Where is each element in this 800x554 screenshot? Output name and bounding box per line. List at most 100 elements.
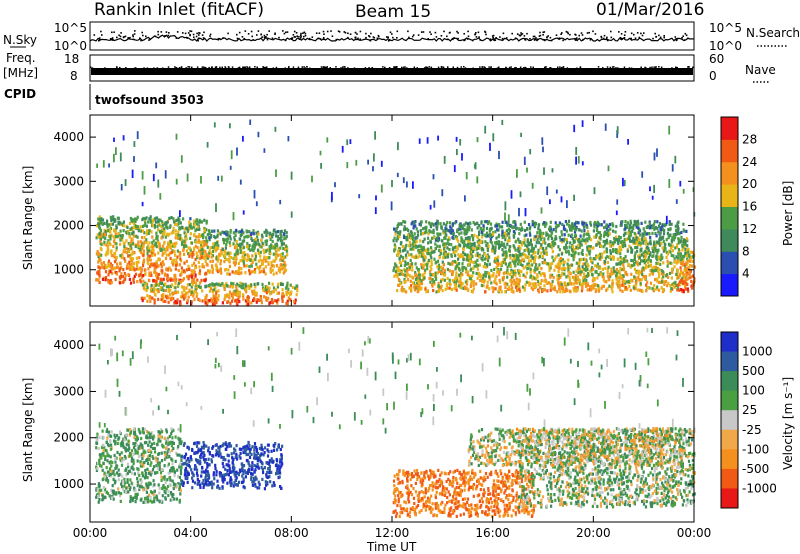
echo-cell	[510, 283, 513, 287]
echo-cell	[447, 229, 450, 233]
echo-cell	[140, 236, 144, 240]
echo-cell	[551, 273, 554, 277]
echo-cell	[505, 234, 508, 238]
echo-cell	[199, 251, 202, 255]
echo-cell	[142, 279, 145, 283]
echo-cell	[548, 265, 551, 269]
echo-cell	[686, 239, 689, 243]
echo-cell	[163, 232, 166, 236]
echo-cell	[213, 302, 216, 306]
echo-cell	[691, 281, 694, 285]
noise-search-point	[494, 39, 497, 42]
echo-cell	[213, 300, 216, 304]
echo-cell	[461, 282, 464, 286]
echo-cell	[489, 275, 492, 279]
echo-cell	[482, 228, 485, 232]
echo-cell	[485, 231, 489, 235]
cpid-program: twofsound 3503	[95, 93, 204, 107]
echo-cell	[462, 258, 465, 262]
echo-cell	[634, 245, 637, 250]
noise-search-point	[630, 37, 632, 40]
freq-point	[460, 66, 462, 68]
echo-cell	[646, 242, 649, 246]
noise-right-tick-top: 10^5	[709, 21, 742, 35]
echo-cell	[223, 231, 226, 235]
echo-cell	[281, 288, 284, 292]
echo-cell	[568, 289, 571, 293]
noise-search-point	[326, 30, 329, 33]
echo-cell	[437, 239, 440, 243]
echo-cell	[523, 288, 526, 292]
echo-cell	[687, 259, 690, 263]
echo-cell	[543, 273, 546, 277]
echo-cell	[225, 237, 228, 241]
echo-cell	[246, 297, 249, 301]
freq-point	[447, 67, 449, 69]
echo-cell	[416, 279, 420, 283]
echo-cell	[122, 268, 125, 272]
echo-cell	[461, 226, 464, 231]
echo-cell	[454, 221, 457, 225]
echo-cell	[150, 230, 153, 234]
echo-cell	[167, 287, 171, 291]
echo-cell	[586, 229, 590, 234]
freq-point	[530, 66, 532, 68]
echo-cell	[556, 290, 559, 294]
echo-cell	[529, 249, 532, 253]
echo-cell	[234, 298, 238, 302]
echo-cell	[453, 246, 456, 250]
echo-cell	[279, 256, 283, 260]
echo-cell	[187, 264, 190, 268]
echo-cell	[126, 262, 129, 266]
echo-cell	[670, 276, 673, 280]
echo-cell	[175, 241, 178, 245]
echo-cell	[204, 252, 207, 257]
echo-cell	[221, 230, 224, 234]
echo-cell	[250, 231, 253, 235]
echo-cell	[205, 236, 208, 240]
echo-cell	[522, 273, 525, 277]
echo-cell	[585, 281, 588, 285]
echo-cell	[432, 273, 435, 277]
echo-cell	[599, 266, 602, 270]
echo-cell	[596, 224, 599, 228]
echo-cell	[669, 233, 672, 237]
freq-point	[442, 66, 445, 68]
echo-cell	[509, 279, 512, 283]
echo-cell	[484, 290, 487, 294]
noise-search-point	[286, 31, 289, 33]
echo-cell	[226, 237, 230, 241]
echo-cell	[205, 272, 208, 276]
echo-cell	[149, 264, 152, 269]
echo-cell	[430, 222, 433, 226]
noise-search-point	[621, 38, 623, 40]
echo-cell	[563, 233, 566, 237]
echo-cell	[647, 257, 650, 262]
echo-cell	[624, 287, 627, 292]
echo-cell	[585, 232, 588, 236]
echo-cell	[418, 254, 421, 258]
echo-cell	[491, 274, 494, 278]
echo-cell	[581, 239, 584, 243]
echo-cell	[131, 241, 135, 245]
echo-cell	[204, 284, 207, 288]
echo-cell	[552, 240, 555, 244]
echo-cell	[529, 270, 532, 274]
echo-cell	[174, 263, 177, 267]
echo-cell	[454, 235, 458, 239]
echo-cell	[201, 265, 204, 269]
echo-cell	[277, 291, 280, 295]
echo-cell	[602, 245, 605, 249]
echo-cell	[576, 281, 579, 285]
echo-cell	[217, 255, 220, 259]
echo-cell	[220, 271, 223, 275]
echo-cell	[437, 233, 440, 237]
echo-cell	[486, 280, 489, 284]
echo-cell	[197, 238, 200, 242]
echo-cell	[538, 255, 541, 259]
echo-cell	[588, 247, 591, 251]
echo-cell	[488, 287, 491, 291]
freq-point	[256, 66, 258, 68]
echo-cell	[194, 266, 197, 270]
echo-cell	[485, 254, 488, 259]
